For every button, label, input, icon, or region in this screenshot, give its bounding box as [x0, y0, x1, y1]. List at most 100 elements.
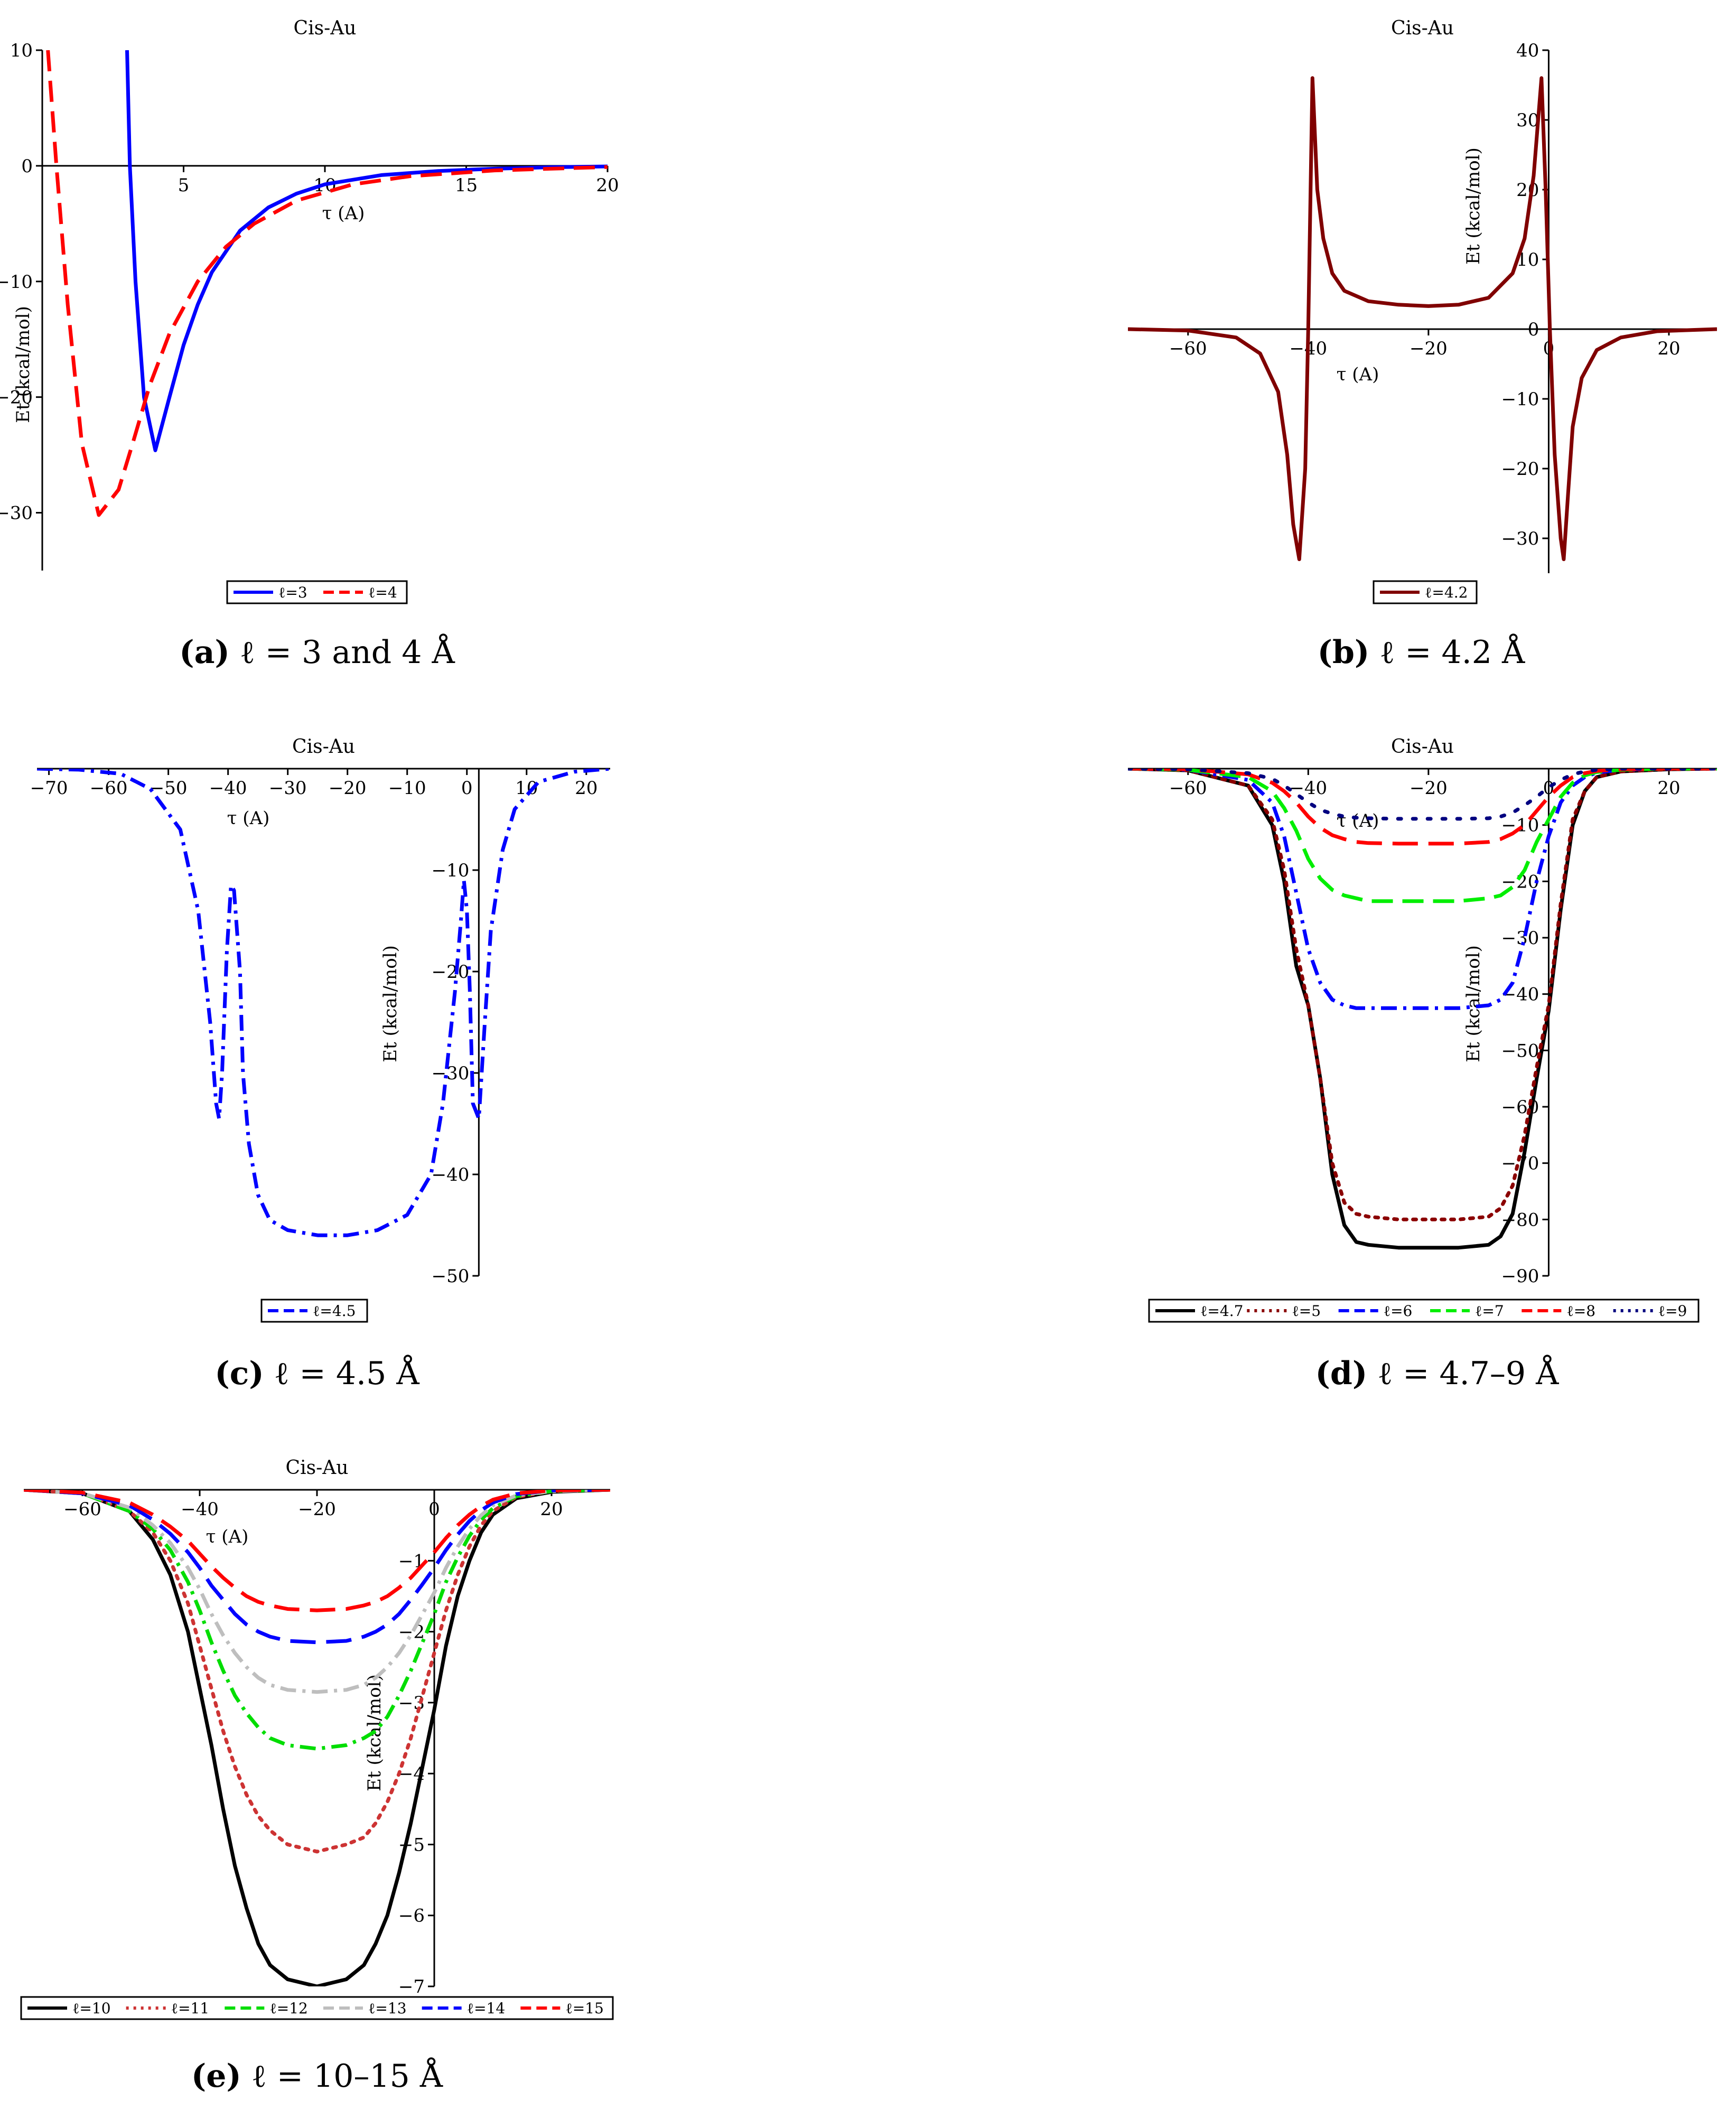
- chart-title: Cis-Au: [294, 17, 357, 39]
- legend-label: ℓ=4: [368, 584, 397, 601]
- series-line-4: [1128, 769, 1717, 903]
- panel-e: Cis-Au−60 −40 −20 0 20−1−2−3−4−5−6−7τ (A)Et …: [20, 1457, 614, 2095]
- series-line-3: [24, 1490, 610, 1751]
- x-axis-label: τ (A): [227, 808, 270, 829]
- x-axis-label: τ (A): [322, 203, 365, 224]
- legend-label: ℓ=8: [1566, 1302, 1595, 1320]
- x-tick-label: −30: [269, 778, 307, 799]
- x-tick-label: 20: [1657, 778, 1680, 799]
- series-line-1: [1128, 769, 1717, 1250]
- y-tick-label: −20: [432, 962, 470, 983]
- series-line-2: [1128, 769, 1717, 1221]
- x-tick-label: 0: [1543, 778, 1555, 799]
- series-line-6: [1128, 769, 1717, 821]
- series-line-3: [1128, 769, 1717, 1010]
- series-line-5: [1128, 769, 1717, 846]
- x-tick-label: −20: [1410, 338, 1448, 359]
- y-tick-label: −20: [1501, 459, 1539, 480]
- y-axis-label: Et (kcal/mol): [1463, 945, 1484, 1062]
- series-line-4: [24, 1490, 610, 1694]
- legend-label: ℓ=3: [278, 584, 307, 601]
- x-axis-label: τ (A): [206, 1526, 249, 1547]
- x-tick-label: −60: [1169, 778, 1207, 799]
- legend-label: ℓ=7: [1475, 1302, 1504, 1320]
- subfigure-caption: (c) ℓ = 4.5 Å: [214, 1355, 419, 1392]
- legend-label: ℓ=4.7: [1200, 1302, 1243, 1320]
- y-tick-label: −50: [1501, 1040, 1539, 1061]
- y-tick-label: 10: [10, 40, 33, 61]
- subfigure-caption: (e) ℓ = 10–15 Å: [191, 2057, 443, 2095]
- series-line-1: [125, 50, 608, 452]
- x-tick-label: −60: [63, 1499, 101, 1520]
- series-line-1: [1128, 76, 1717, 562]
- x-tick-label: −40: [209, 778, 247, 799]
- legend-label: ℓ=14: [467, 2000, 506, 2017]
- y-tick-label: −10: [1501, 389, 1539, 410]
- y-tick-label: −40: [1501, 984, 1539, 1005]
- y-tick-label: −30: [432, 1063, 470, 1084]
- x-tick-label: 20: [575, 778, 598, 799]
- subfigure-letter: (b): [1318, 634, 1370, 671]
- legend-box: [1148, 1299, 1700, 1323]
- y-tick-label: 20: [1516, 180, 1539, 201]
- chart-title: Cis-Au: [286, 1457, 349, 1479]
- legend-label: ℓ=4.5: [313, 1302, 356, 1320]
- x-tick-label: −70: [30, 778, 68, 799]
- y-tick-label: −30: [1501, 928, 1539, 949]
- x-tick-label: −20: [298, 1499, 336, 1520]
- series-line-1: [37, 769, 610, 1237]
- x-tick-label: 15: [455, 175, 478, 196]
- series-line-6: [24, 1490, 610, 1612]
- y-tick-label: −90: [1501, 1266, 1539, 1287]
- legend-label: ℓ=10: [72, 2000, 111, 2017]
- subfigure-caption: (a) ℓ = 3 and 4 Å: [179, 633, 455, 671]
- y-tick-label: −20: [0, 387, 33, 408]
- y-axis-label: Et (kcal/mol): [380, 945, 401, 1062]
- legend-label: ℓ=5: [1292, 1302, 1321, 1320]
- legend-label: ℓ=9: [1658, 1302, 1687, 1320]
- y-tick-label: −30: [0, 503, 33, 524]
- series-line-2: [46, 50, 608, 517]
- legend-label: ℓ=12: [269, 2000, 308, 2017]
- y-tick-label: 40: [1516, 40, 1539, 61]
- x-tick-label: −20: [1410, 778, 1448, 799]
- y-tick-label: −10: [0, 272, 33, 293]
- subfigure-text: ℓ = 4.7–9 Å: [1367, 1355, 1559, 1392]
- subfigure-caption: (b) ℓ = 4.2 Å: [1318, 633, 1525, 671]
- subfigure-letter: (d): [1315, 1355, 1368, 1392]
- legend-label: ℓ=6: [1384, 1302, 1413, 1320]
- series-line-1: [24, 1490, 610, 1986]
- subfigure-letter: (c): [214, 1355, 264, 1392]
- panel-d: Cis-Au−60 −40 −20 0 20−10−20−30−40−50−60−70−…: [1128, 736, 1717, 1392]
- subfigure-text: ℓ = 4.2 Å: [1369, 633, 1525, 671]
- chart-title: Cis-Au: [1391, 736, 1454, 758]
- y-tick-label: −10: [1501, 815, 1539, 836]
- y-tick-label: −6: [398, 1906, 425, 1927]
- legend-box: [260, 1299, 368, 1323]
- y-tick-label: −30: [1501, 528, 1539, 549]
- x-axis-label: τ (A): [1337, 364, 1379, 385]
- legend-box: [20, 1996, 614, 2020]
- subfigure-letter: (e): [191, 2058, 241, 2095]
- x-tick-label: 5: [178, 175, 190, 196]
- x-axis-label: τ (A): [1337, 810, 1379, 832]
- subfigure-caption: (d) ℓ = 4.7–9 Å: [1315, 1355, 1560, 1392]
- x-tick-label: −60: [90, 778, 128, 799]
- y-axis-label: Et (kcal/mol): [13, 306, 34, 423]
- x-tick-label: −60: [1169, 338, 1207, 359]
- y-tick-label: 0: [1528, 319, 1539, 340]
- series-line-2: [24, 1490, 610, 1854]
- x-tick-label: −40: [181, 1499, 219, 1520]
- x-tick-label: 20: [1657, 338, 1680, 359]
- x-tick-label: 0: [428, 1499, 440, 1520]
- x-tick-label: 0: [461, 778, 473, 799]
- series-line-5: [24, 1490, 610, 1645]
- chart-title: Cis-Au: [1391, 17, 1454, 39]
- subfigure-text: ℓ = 10–15 Å: [241, 2057, 443, 2095]
- legend-label: ℓ=15: [565, 2000, 604, 2017]
- y-tick-label: −10: [432, 860, 470, 881]
- y-tick-label: −7: [398, 1976, 425, 1997]
